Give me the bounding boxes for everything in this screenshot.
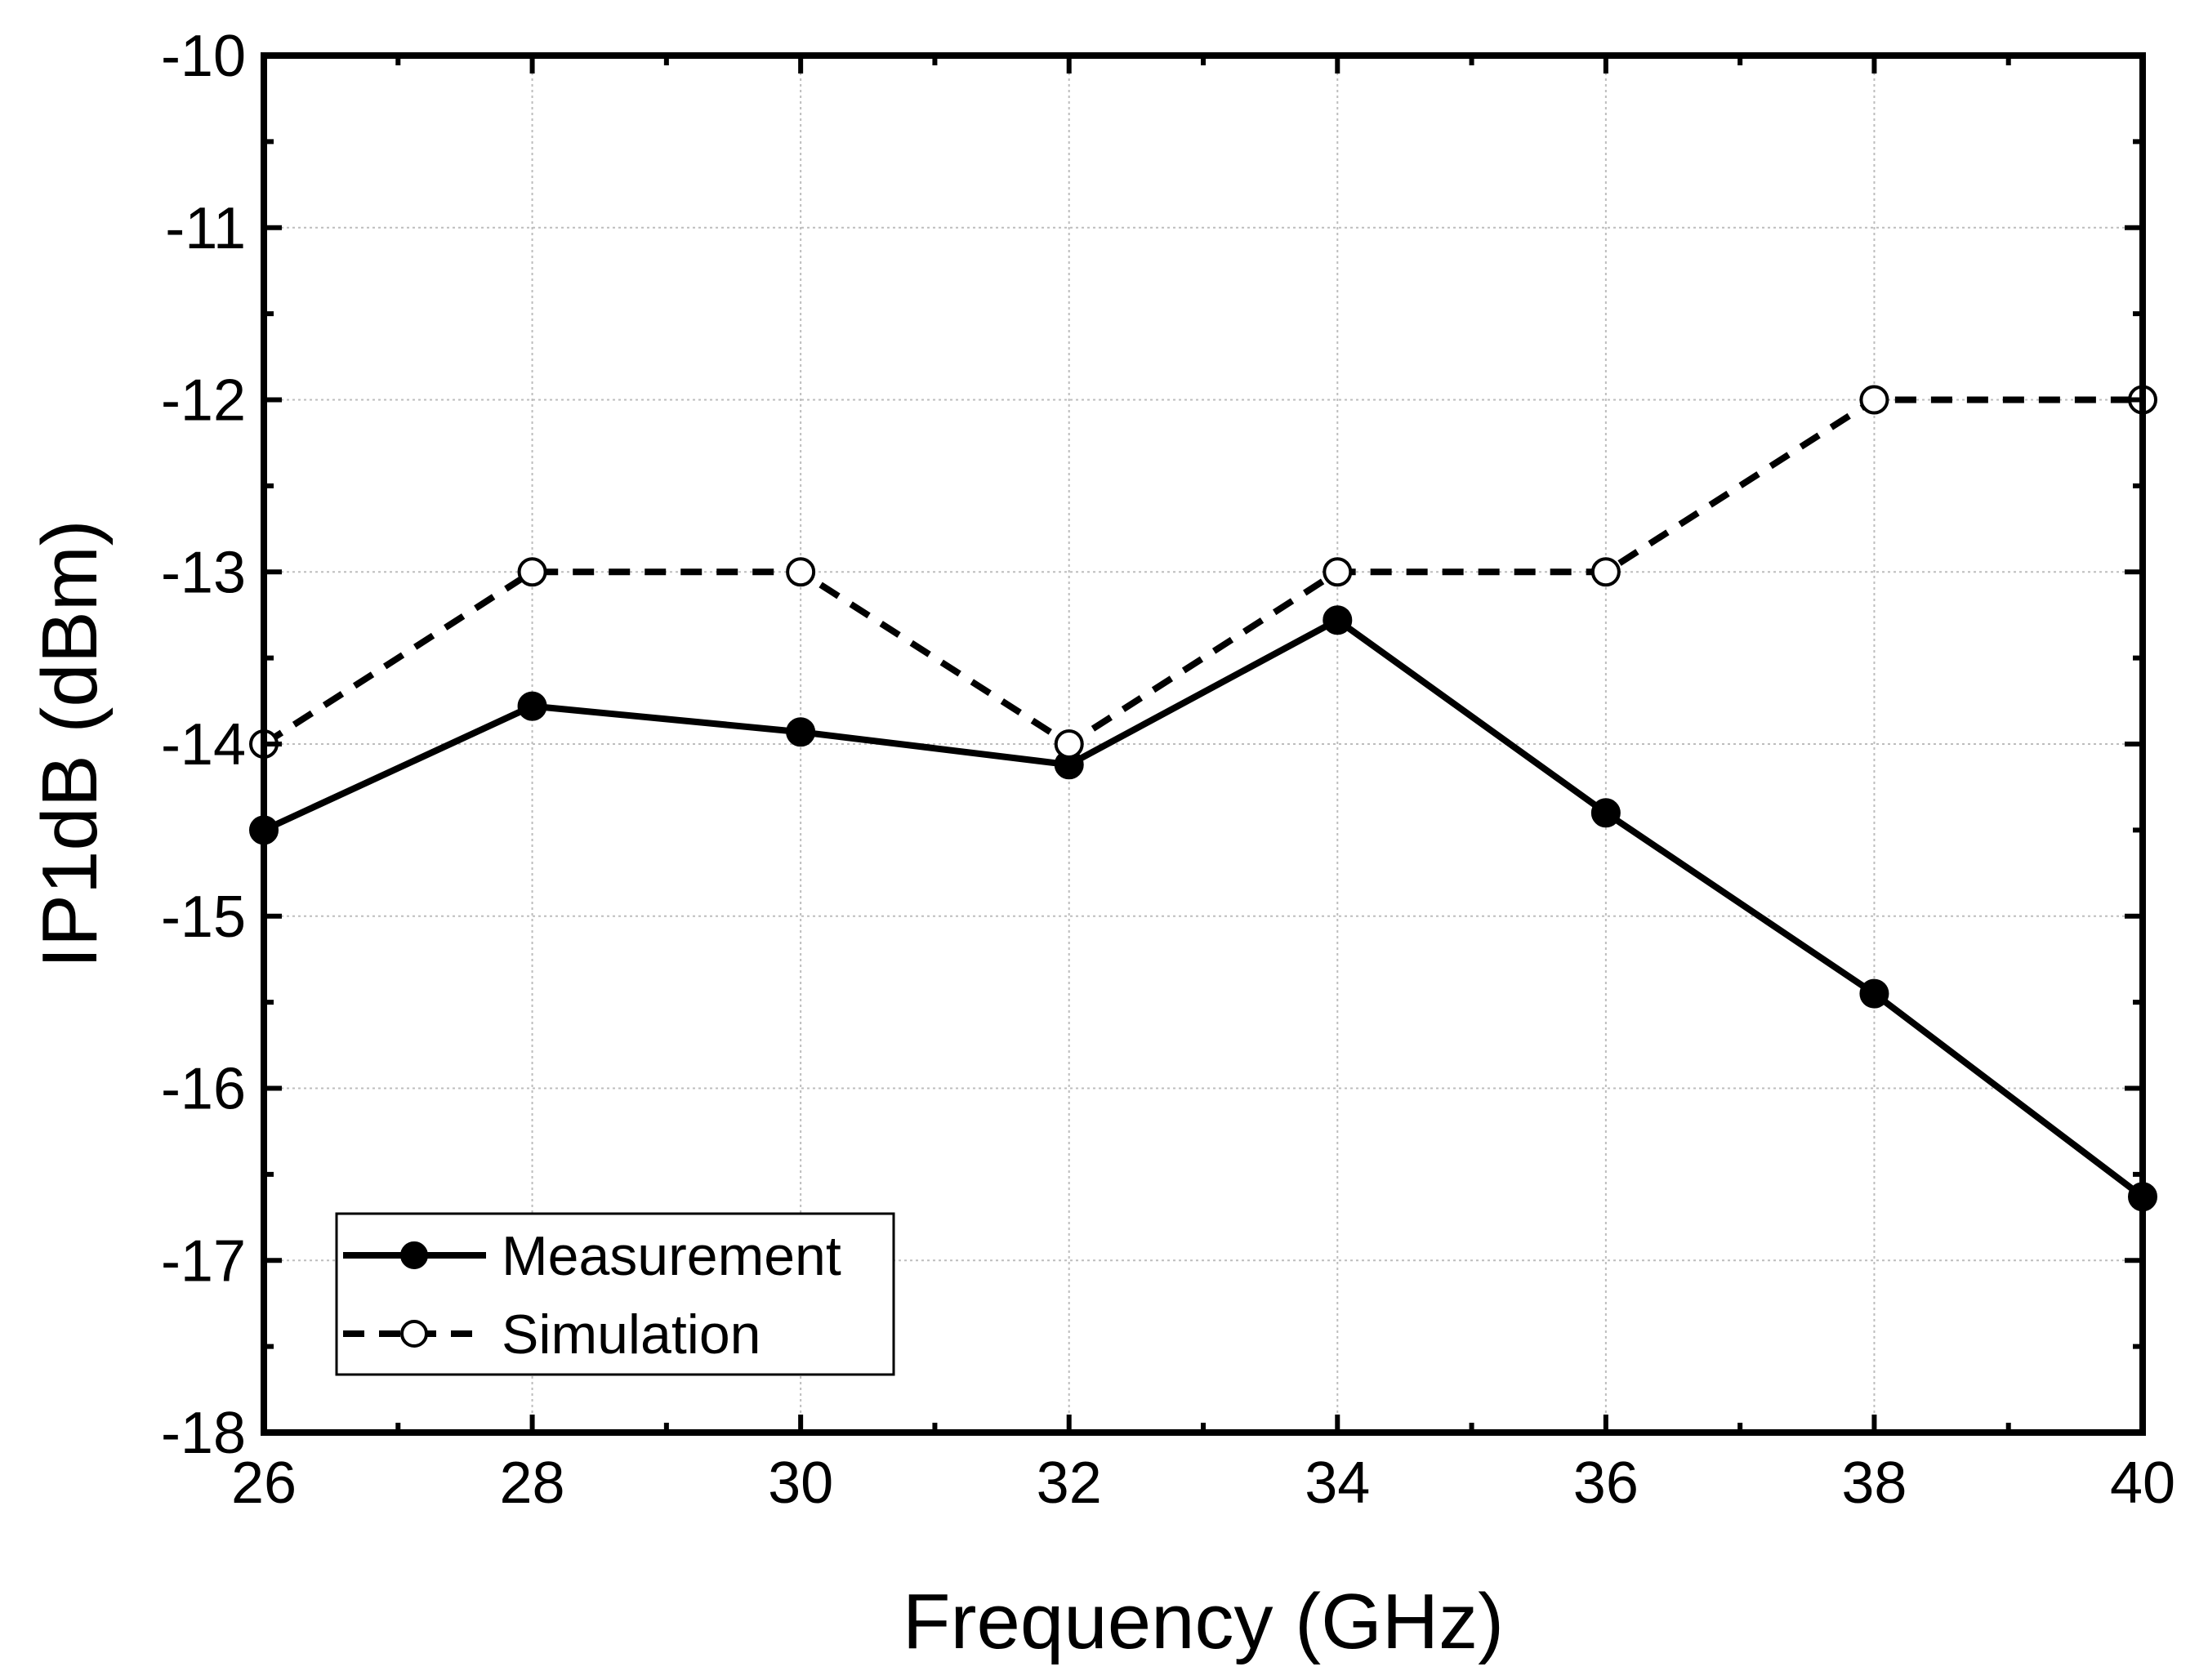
y-tick-label: -10 [161, 24, 246, 89]
x-tick-label: 30 [768, 1451, 833, 1516]
data-point-simulation [1590, 557, 1621, 587]
series-line-simulation [261, 396, 2143, 747]
x-tick-label: 38 [1841, 1451, 1907, 1516]
tick-labels: 26 28 30 32 34 36 38 40 -18 -17 -16 -15 -14 -13 -12 -11… [161, 24, 2175, 1516]
x-tick-label: 40 [2110, 1451, 2175, 1516]
y-axis-title: IP1dB (dBm) [26, 519, 114, 969]
legend-simulation-label: Simulation [502, 1303, 761, 1366]
data-point-measurement [786, 717, 816, 747]
data-point-simulation [786, 557, 816, 587]
y-tick-label: -16 [161, 1057, 246, 1122]
data-point-simulation [1323, 557, 1353, 587]
legend-measurement-label: Measurement [502, 1225, 841, 1287]
legend-box [335, 1212, 895, 1376]
legend-measurement-marker [400, 1241, 428, 1269]
y-tick-label: -14 [161, 712, 246, 778]
x-axis-title: Frequency (GHz) [903, 1578, 1504, 1665]
y-tick-label: -13 [161, 540, 246, 605]
y-tick-label: -18 [161, 1401, 246, 1466]
x-tick-label: 26 [231, 1451, 297, 1516]
series-line-measurement [262, 617, 2145, 1200]
data-point-measurement [1859, 978, 1889, 1009]
y-tick-label: -12 [161, 368, 246, 434]
x-tick-label: 32 [1037, 1451, 1102, 1516]
x-tick-label: 36 [1573, 1451, 1639, 1516]
data-point-simulation [1859, 385, 1889, 415]
series-layer [249, 385, 2157, 1212]
data-point-measurement [517, 691, 547, 721]
legend: Measurement Simulation [335, 1212, 895, 1376]
ticks [261, 53, 2145, 1435]
x-tick-label: 28 [500, 1451, 565, 1516]
y-tick-label: -11 [165, 196, 246, 261]
y-tick-label: -15 [161, 885, 246, 950]
data-point-measurement [1590, 798, 1621, 828]
y-tick-label: -17 [161, 1228, 246, 1294]
data-point-measurement [1323, 605, 1353, 635]
x-tick-label: 34 [1305, 1451, 1370, 1516]
data-point-simulation [517, 557, 547, 587]
legend-simulation-marker [400, 1320, 428, 1348]
data-point-simulation [1054, 729, 1084, 759]
